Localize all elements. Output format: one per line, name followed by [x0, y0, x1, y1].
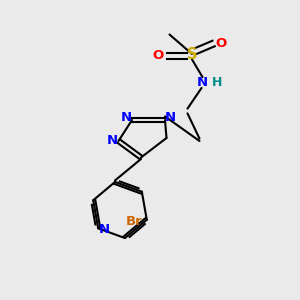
Text: O: O	[153, 49, 164, 62]
Text: Br: Br	[126, 215, 142, 228]
Text: O: O	[215, 37, 227, 50]
Text: S: S	[187, 46, 197, 62]
Text: N: N	[99, 223, 110, 236]
Text: N: N	[106, 134, 118, 148]
Text: N: N	[121, 111, 132, 124]
Text: N: N	[197, 76, 208, 89]
Text: H: H	[212, 76, 222, 89]
Text: N: N	[165, 111, 176, 124]
